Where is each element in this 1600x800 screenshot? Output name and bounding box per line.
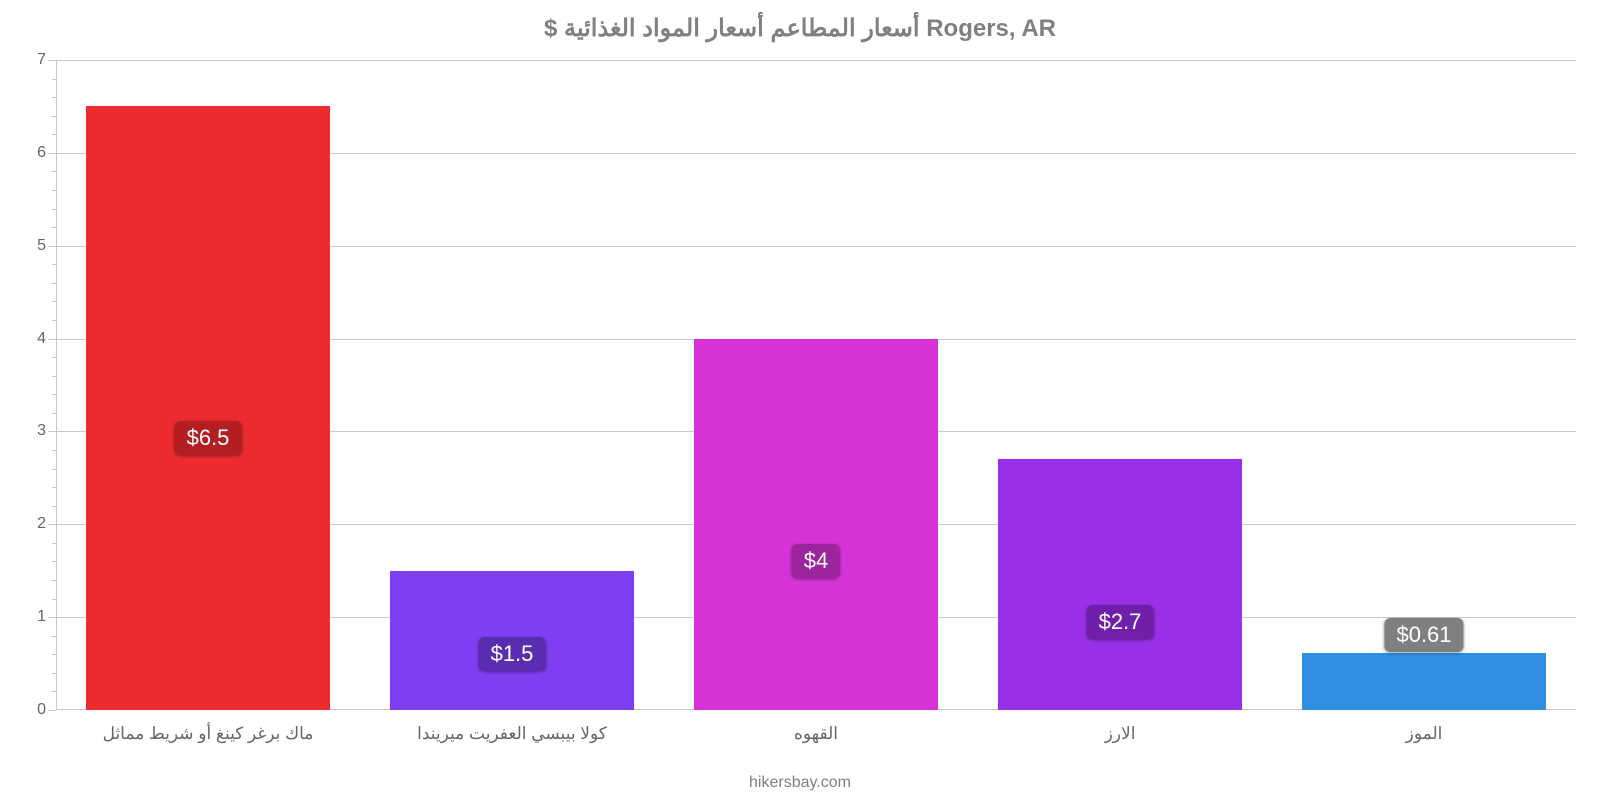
y-tick-mark bbox=[48, 524, 56, 525]
y-minor-tick-mark bbox=[52, 580, 56, 581]
y-minor-tick-mark bbox=[52, 691, 56, 692]
y-axis bbox=[56, 60, 57, 710]
bar bbox=[998, 459, 1241, 710]
y-minor-tick-mark bbox=[52, 357, 56, 358]
y-minor-tick-mark bbox=[52, 450, 56, 451]
bar-value-label: $1.5 bbox=[479, 637, 546, 671]
y-minor-tick-mark bbox=[52, 116, 56, 117]
y-minor-tick-mark bbox=[52, 487, 56, 488]
y-tick-mark bbox=[48, 431, 56, 432]
y-minor-tick-mark bbox=[52, 264, 56, 265]
y-minor-tick-mark bbox=[52, 506, 56, 507]
x-category-label: كولا بيبسي العفريت ميريندا bbox=[417, 710, 607, 744]
bar bbox=[86, 106, 329, 710]
bar-value-label: $6.5 bbox=[175, 421, 242, 455]
y-tick-mark bbox=[48, 246, 56, 247]
y-minor-tick-mark bbox=[52, 97, 56, 98]
y-tick-mark bbox=[48, 153, 56, 154]
bar-value-label: $4 bbox=[792, 544, 840, 578]
bar bbox=[1302, 653, 1545, 710]
y-minor-tick-mark bbox=[52, 301, 56, 302]
y-minor-tick-mark bbox=[52, 209, 56, 210]
x-category-label: القهوه bbox=[794, 710, 838, 744]
bar-value-label: $2.7 bbox=[1087, 605, 1154, 639]
y-tick-mark bbox=[48, 710, 56, 711]
y-minor-tick-mark bbox=[52, 376, 56, 377]
chart-container: Rogers, AR أسعار المطاعم أسعار المواد ال… bbox=[0, 0, 1600, 800]
y-tick-mark bbox=[48, 60, 56, 61]
grid-line bbox=[56, 60, 1576, 61]
y-minor-tick-mark bbox=[52, 413, 56, 414]
y-minor-tick-mark bbox=[52, 654, 56, 655]
chart-title: Rogers, AR أسعار المطاعم أسعار المواد ال… bbox=[0, 0, 1600, 43]
x-category-label: ماك برغر كينغ أو شريط مماثل bbox=[103, 710, 314, 744]
y-minor-tick-mark bbox=[52, 599, 56, 600]
y-minor-tick-mark bbox=[52, 469, 56, 470]
y-minor-tick-mark bbox=[52, 561, 56, 562]
y-minor-tick-mark bbox=[52, 134, 56, 135]
chart-footer: hikersbay.com bbox=[749, 774, 851, 792]
y-minor-tick-mark bbox=[52, 320, 56, 321]
y-minor-tick-mark bbox=[52, 227, 56, 228]
y-minor-tick-mark bbox=[52, 190, 56, 191]
bar-value-label: $0.61 bbox=[1384, 618, 1463, 652]
plot-area: 01234567$6.5ماك برغر كينغ أو شريط مماثل$… bbox=[56, 60, 1576, 710]
y-minor-tick-mark bbox=[52, 673, 56, 674]
y-minor-tick-mark bbox=[52, 79, 56, 80]
y-minor-tick-mark bbox=[52, 543, 56, 544]
bar bbox=[694, 339, 937, 710]
y-tick-mark bbox=[48, 617, 56, 618]
y-minor-tick-mark bbox=[52, 171, 56, 172]
x-category-label: الموز bbox=[1406, 710, 1443, 744]
y-minor-tick-mark bbox=[52, 636, 56, 637]
x-category-label: الارز bbox=[1105, 710, 1136, 744]
y-minor-tick-mark bbox=[52, 394, 56, 395]
y-minor-tick-mark bbox=[52, 283, 56, 284]
y-tick-mark bbox=[48, 339, 56, 340]
